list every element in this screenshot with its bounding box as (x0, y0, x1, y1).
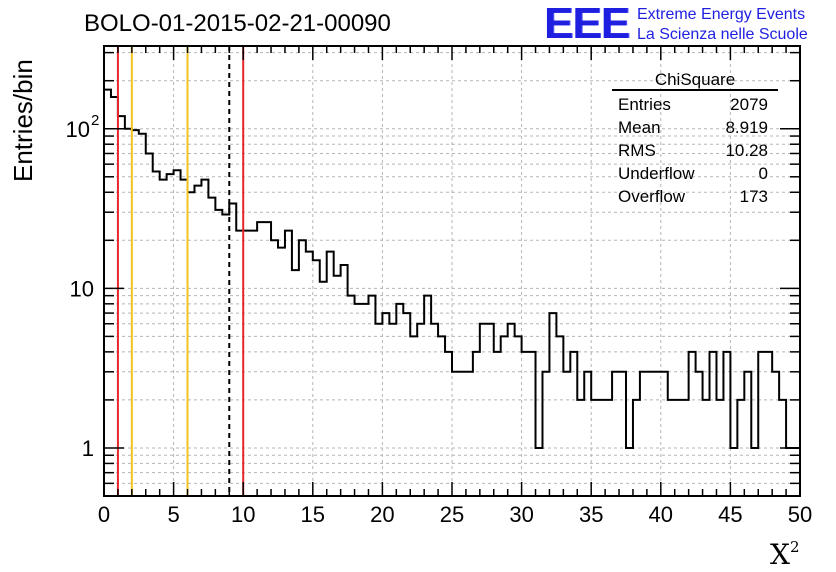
y-tick-label: 1 (82, 436, 94, 461)
x-tick-label: 40 (649, 502, 673, 527)
x-tick-label: 10 (231, 502, 255, 527)
y-tick-label: 10 (66, 117, 90, 142)
y-tick-label: 10 (70, 276, 94, 301)
y-axis-label: Entries/bin (8, 59, 38, 182)
x-tick-label: 50 (788, 502, 812, 527)
stats-row-label: Entries (618, 95, 671, 114)
grid-lines (104, 46, 800, 497)
threshold-lines (116, 46, 245, 496)
x-tick-label: 45 (718, 502, 742, 527)
logo-text-line1: Extreme Energy Events (637, 6, 806, 23)
stats-row-label: RMS (618, 141, 656, 160)
x-tick-label: 20 (370, 502, 394, 527)
stats-row-value: 2079 (730, 95, 768, 114)
x-axis-label-superscript: 2 (789, 538, 800, 556)
x-axis-label: X2 (770, 538, 799, 571)
stats-row-value: 0 (759, 164, 768, 183)
x-axis-label-base: X (770, 538, 790, 571)
x-tick-label: 5 (167, 502, 179, 527)
stats-row-value: 173 (740, 187, 768, 206)
logo-mark: EEE (544, 0, 630, 48)
y-tick-label-exponent: 2 (91, 112, 99, 129)
axis-ticks (103, 46, 801, 497)
stats-box: ChiSquare Entries 2079 Mean 8.919 RMS 10.28 Un… (612, 70, 778, 206)
stats-row-label: Underflow (618, 164, 695, 183)
stats-title: ChiSquare (655, 70, 735, 89)
histogram-outline (104, 88, 800, 449)
x-tick-label: 15 (301, 502, 325, 527)
x-tick-label: 25 (440, 502, 464, 527)
x-tick-label: 0 (98, 502, 110, 527)
stats-row-value: 8.919 (725, 118, 768, 137)
logo-text-line2: La Scienza nelle Scuole (637, 26, 808, 43)
eee-logo: EEE Extreme Energy Events La Scienza nel… (544, 2, 836, 46)
x-tick-labels: 0 5 10 15 20 25 30 35 40 45 50 (98, 502, 812, 527)
x-tick-label: 35 (579, 502, 603, 527)
stats-row-label: Overflow (618, 187, 686, 206)
stats-row-value: 10.28 (725, 141, 768, 160)
x-tick-label: 30 (509, 502, 533, 527)
plot-title: BOLO-01-2015-02-21-00090 (84, 10, 391, 37)
stats-row-label: Mean (618, 118, 661, 137)
histogram-bins (104, 88, 800, 449)
